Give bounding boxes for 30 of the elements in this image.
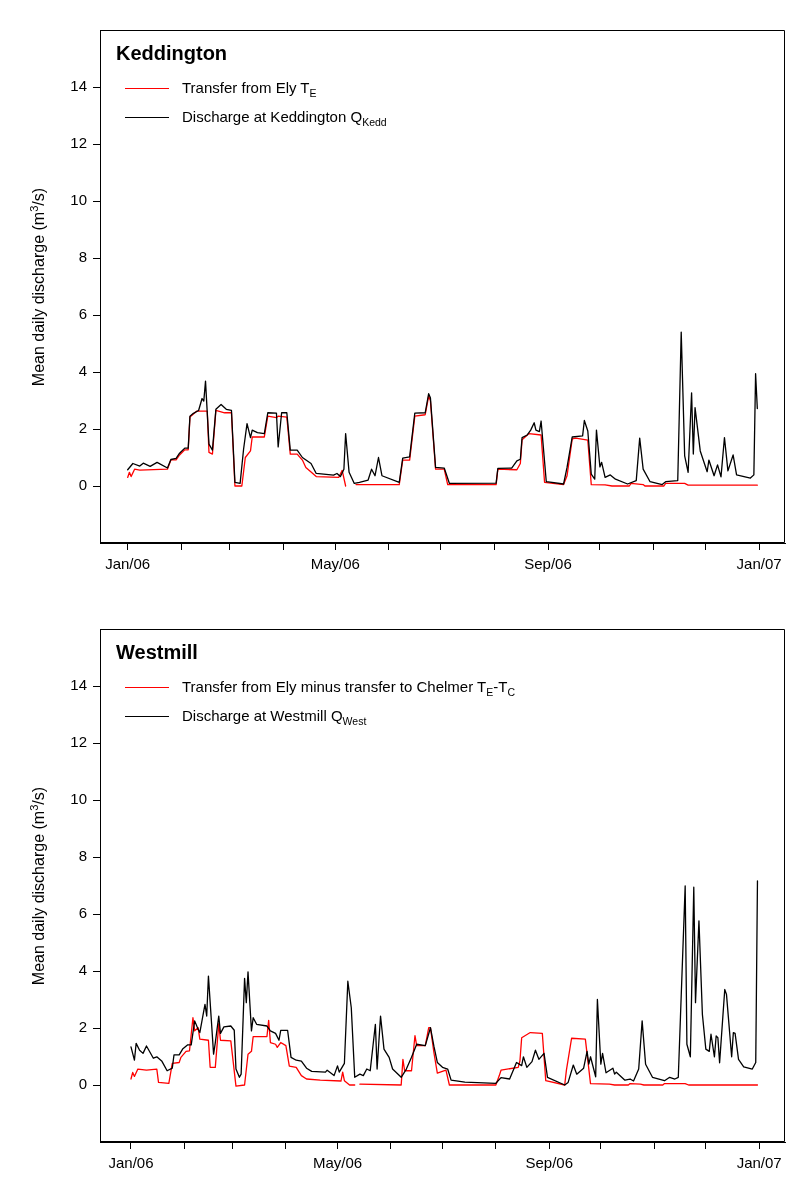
y-tick-label: 6 (78, 305, 87, 323)
y-tick-label: 0 (78, 1075, 87, 1093)
y-tick-label: 12 (70, 134, 87, 152)
y-tick-label: 10 (70, 790, 87, 808)
y-tick-label: 10 (70, 191, 87, 209)
y-tick-label: 8 (78, 847, 87, 865)
y-tick-label: 6 (78, 904, 87, 922)
text: Keddington (116, 42, 228, 65)
y-tick-label: 2 (78, 419, 87, 437)
legend-label: Transfer from Ely T$_{E}$ (182, 78, 317, 99)
legend-label: Transfer from Ely minus transfer to Chelmer T$_{E}$-T$_{C}$ (182, 677, 516, 698)
y-tick-label: 12 (70, 733, 87, 751)
text: Westmill (116, 641, 198, 664)
legend-label: Discharge at Keddington Q$_{Kedd}$ (182, 107, 387, 128)
x-tick-label: Jan/06 (105, 555, 151, 573)
x-tick-label: Jan/07 (736, 555, 782, 573)
x-tick-label: Jan/06 (108, 1154, 154, 1172)
y-tick-label: 14 (70, 77, 87, 95)
y-tick-label: 2 (78, 1018, 87, 1036)
y-tick-label: 8 (78, 248, 87, 266)
x-tick-label: May/06 (312, 1154, 363, 1172)
y-tick-label: 4 (78, 362, 87, 380)
y-tick-label: 14 (70, 676, 87, 694)
y-tick-label: 4 (78, 961, 87, 979)
x-tick-label: Sep/06 (524, 555, 572, 573)
y-tick-label: 0 (78, 476, 87, 494)
x-tick-label: May/06 (310, 555, 360, 573)
x-tick-label: Jan/07 (736, 1154, 782, 1172)
x-tick-label: Sep/06 (525, 1154, 573, 1172)
legend-label: Discharge at Westmill Q$_{West}$ (182, 706, 367, 727)
